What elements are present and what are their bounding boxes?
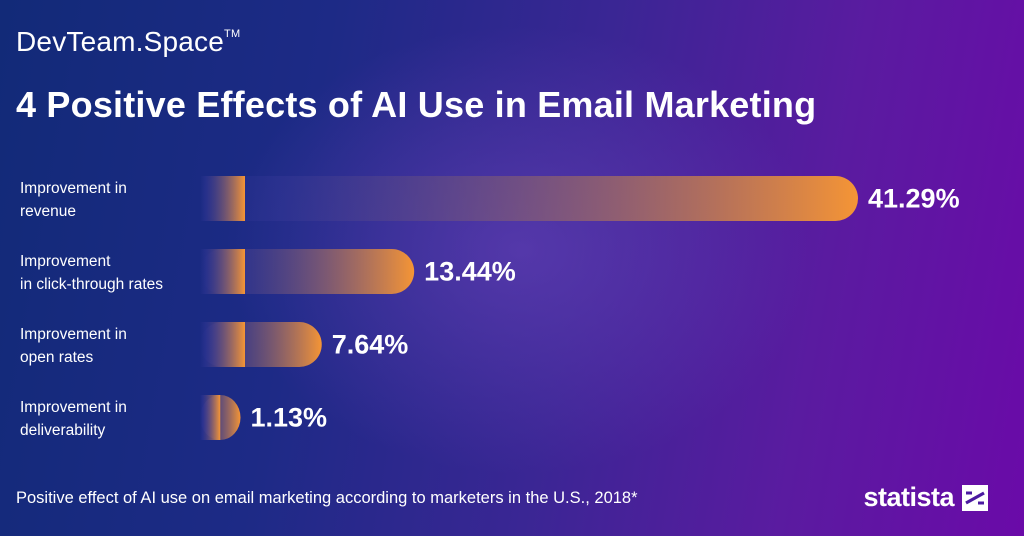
statista-logo: statista [863, 482, 988, 513]
bar-2 [200, 249, 415, 294]
statista-logo-icon [962, 484, 988, 511]
category-label-3: Improvement in open rates [20, 326, 127, 366]
trademark-mark: TM [224, 28, 241, 40]
statista-logo-text: statista [863, 482, 954, 512]
brand-name: DevTeam.Space [16, 26, 225, 57]
category-label-1: Improvement in revenue [20, 180, 127, 220]
page-title: 4 Positive Effects of AI Use in Email Ma… [16, 84, 817, 125]
chart-footnote: Positive effect of AI use on email marke… [16, 489, 638, 507]
bar-3-left-edge [200, 322, 245, 367]
value-label-4: 1.13% [251, 403, 328, 433]
brand-logo: DevTeam.SpaceTM [16, 26, 240, 58]
value-label-2: 13.44% [424, 257, 516, 287]
value-label-1: 41.29% [868, 184, 960, 214]
value-label-3: 7.64% [332, 330, 409, 360]
bar-4-left-edge [200, 395, 221, 440]
bar-2-left-edge [200, 249, 245, 294]
category-label-4: Improvement in deliverability [20, 399, 127, 439]
category-label-2: Improvement in click-through rates [20, 253, 163, 293]
bar-1-left-edge [200, 176, 245, 221]
bar-1 [200, 176, 858, 221]
